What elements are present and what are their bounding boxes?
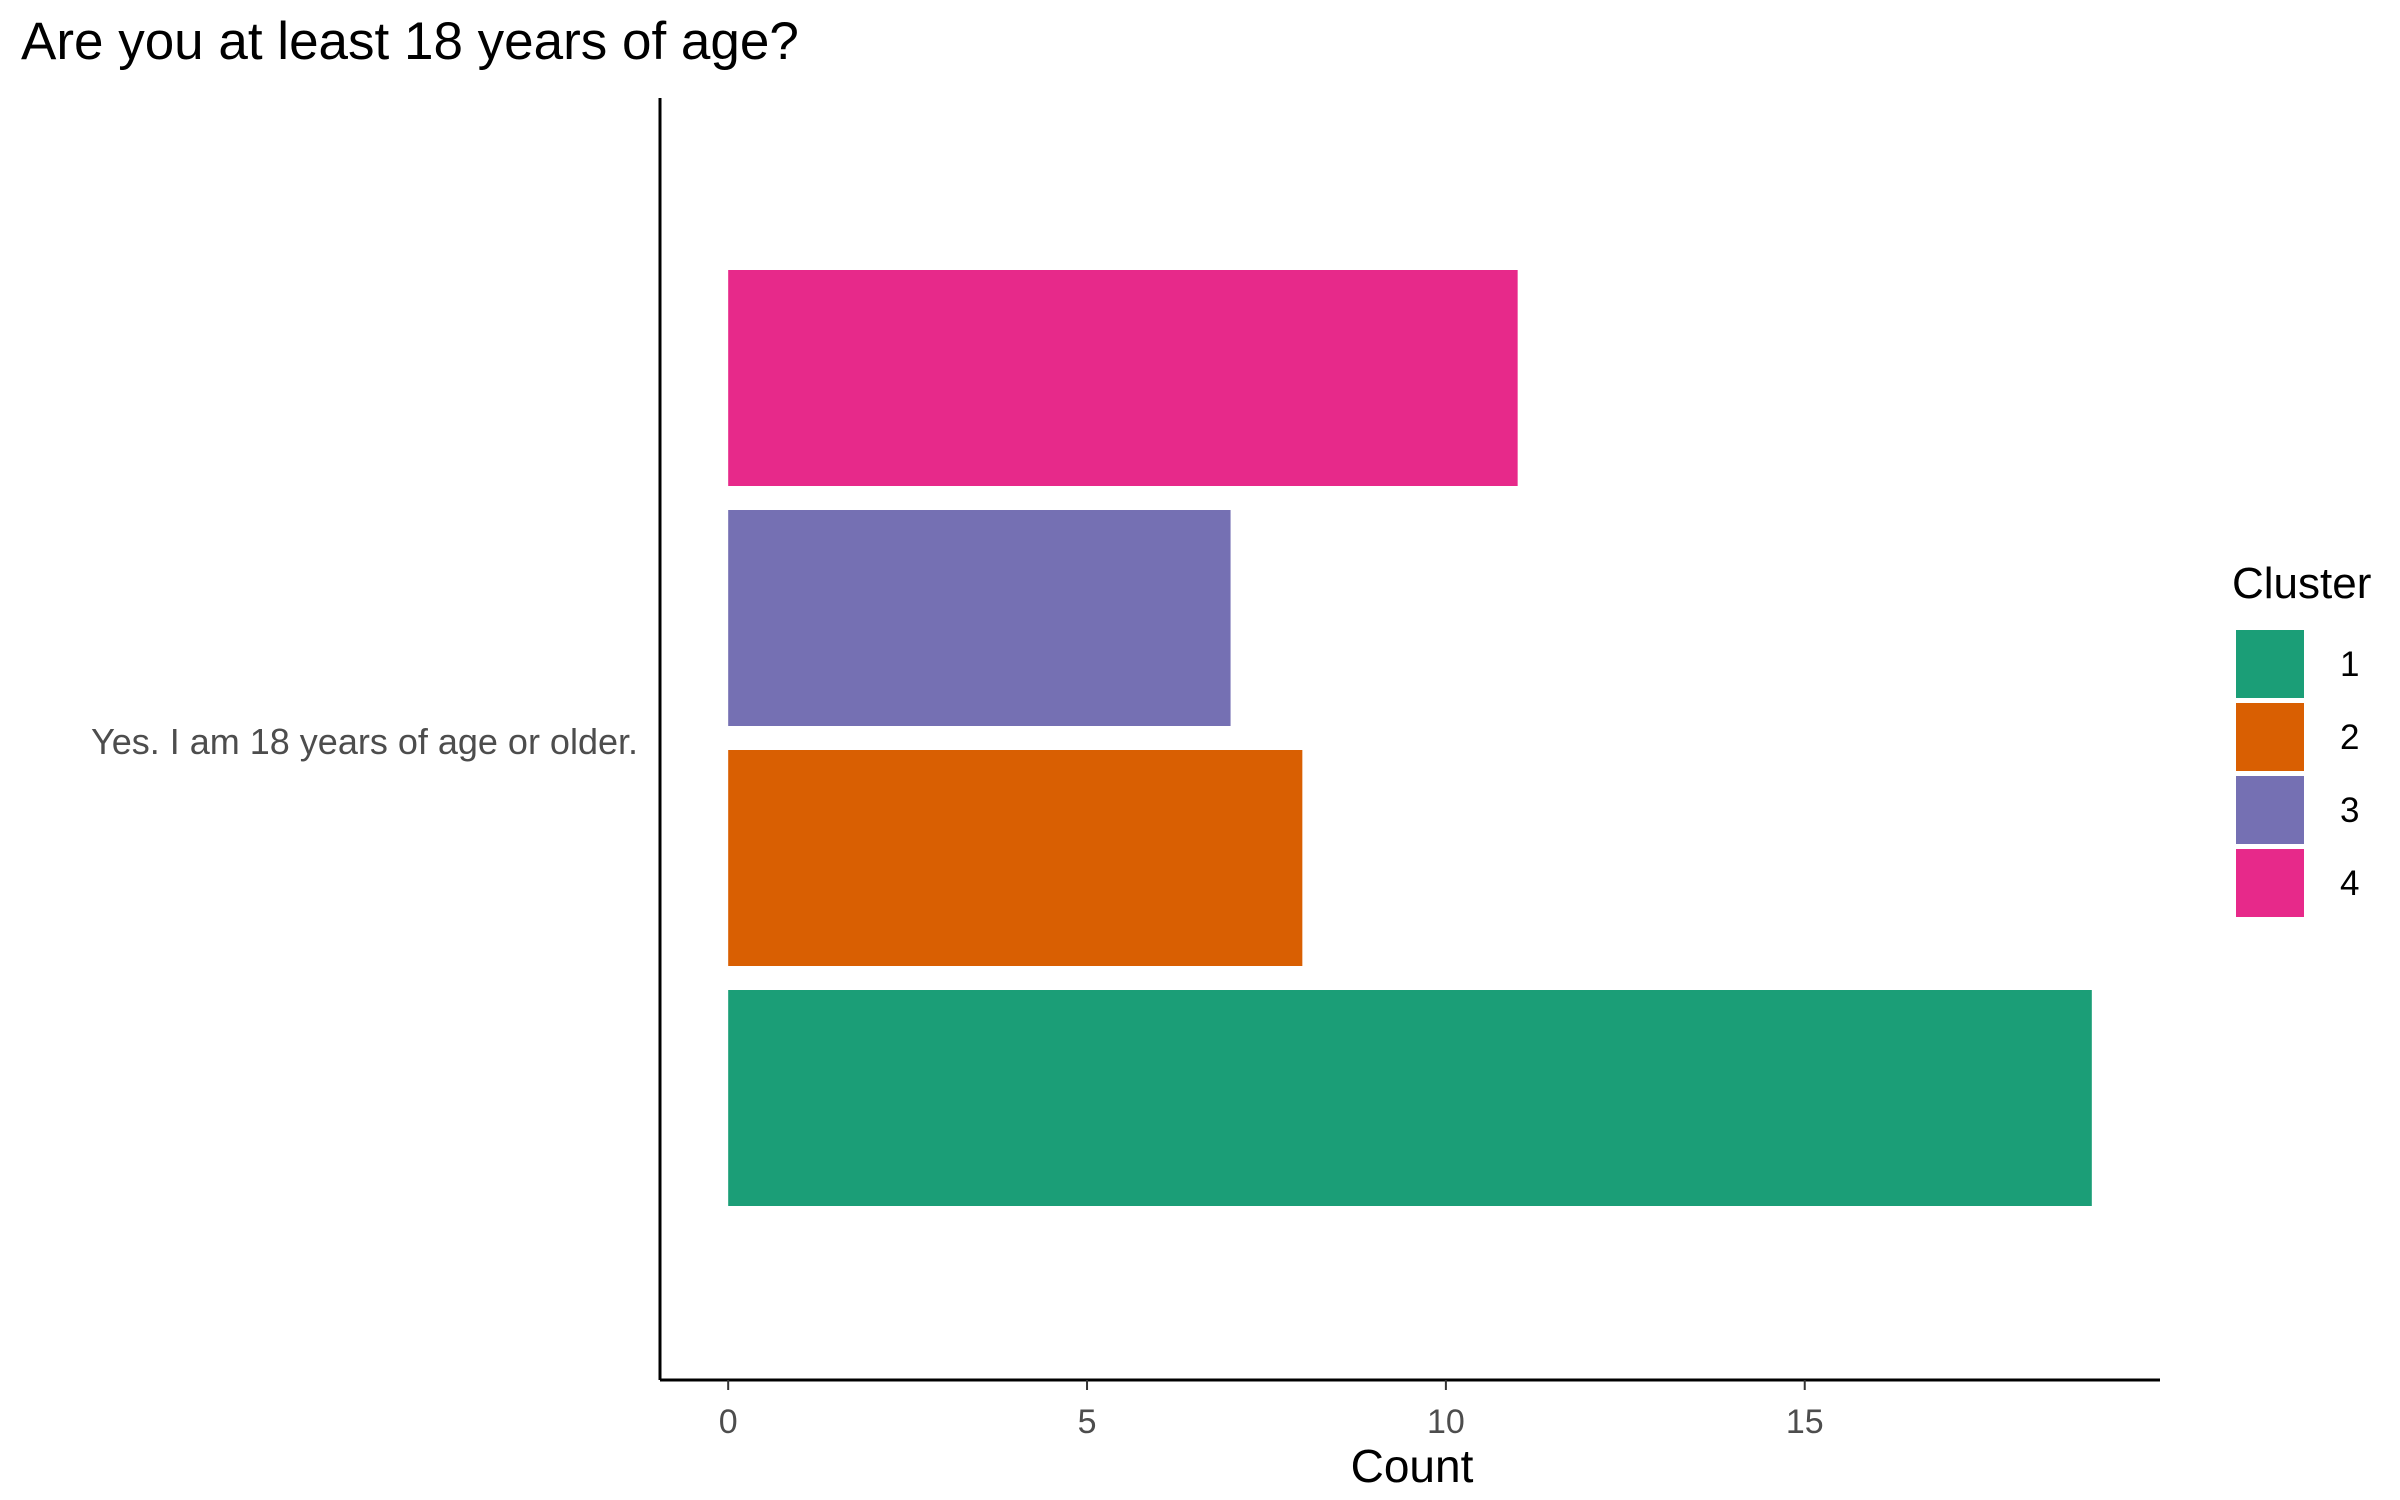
legend-title: Cluster — [2232, 559, 2371, 608]
bars-group — [728, 270, 2092, 1206]
bar-cluster-1 — [728, 990, 2092, 1206]
bar-cluster-2 — [728, 750, 1303, 966]
legend-label-1: 1 — [2340, 645, 2359, 684]
x-tick-label: 5 — [1078, 1403, 1097, 1441]
legend-label-4: 4 — [2340, 864, 2359, 903]
legend-label-2: 2 — [2340, 718, 2359, 757]
legend-key-1 — [2236, 630, 2304, 698]
legend-key-4 — [2236, 849, 2304, 917]
x-tick-label: 10 — [1427, 1403, 1465, 1441]
legend: Cluster 1 2 3 4 — [2232, 559, 2371, 917]
legend-label-3: 3 — [2340, 791, 2359, 830]
x-tick-label: 0 — [719, 1403, 738, 1441]
y-category-label: Yes. I am 18 years of age or older. — [91, 721, 638, 762]
y-axis-labels: Yes. I am 18 years of age or older. — [91, 721, 638, 762]
x-tick-label: 15 — [1786, 1403, 1824, 1441]
bar-cluster-3 — [728, 510, 1231, 726]
x-axis-ticks: 0 5 10 15 — [719, 1380, 1824, 1441]
chart-title: Are you at least 18 years of age? — [21, 12, 799, 71]
legend-key-3 — [2236, 776, 2304, 844]
x-axis-title: Count — [1351, 1440, 1474, 1492]
legend-key-2 — [2236, 703, 2304, 771]
bar-cluster-4 — [728, 270, 1518, 486]
